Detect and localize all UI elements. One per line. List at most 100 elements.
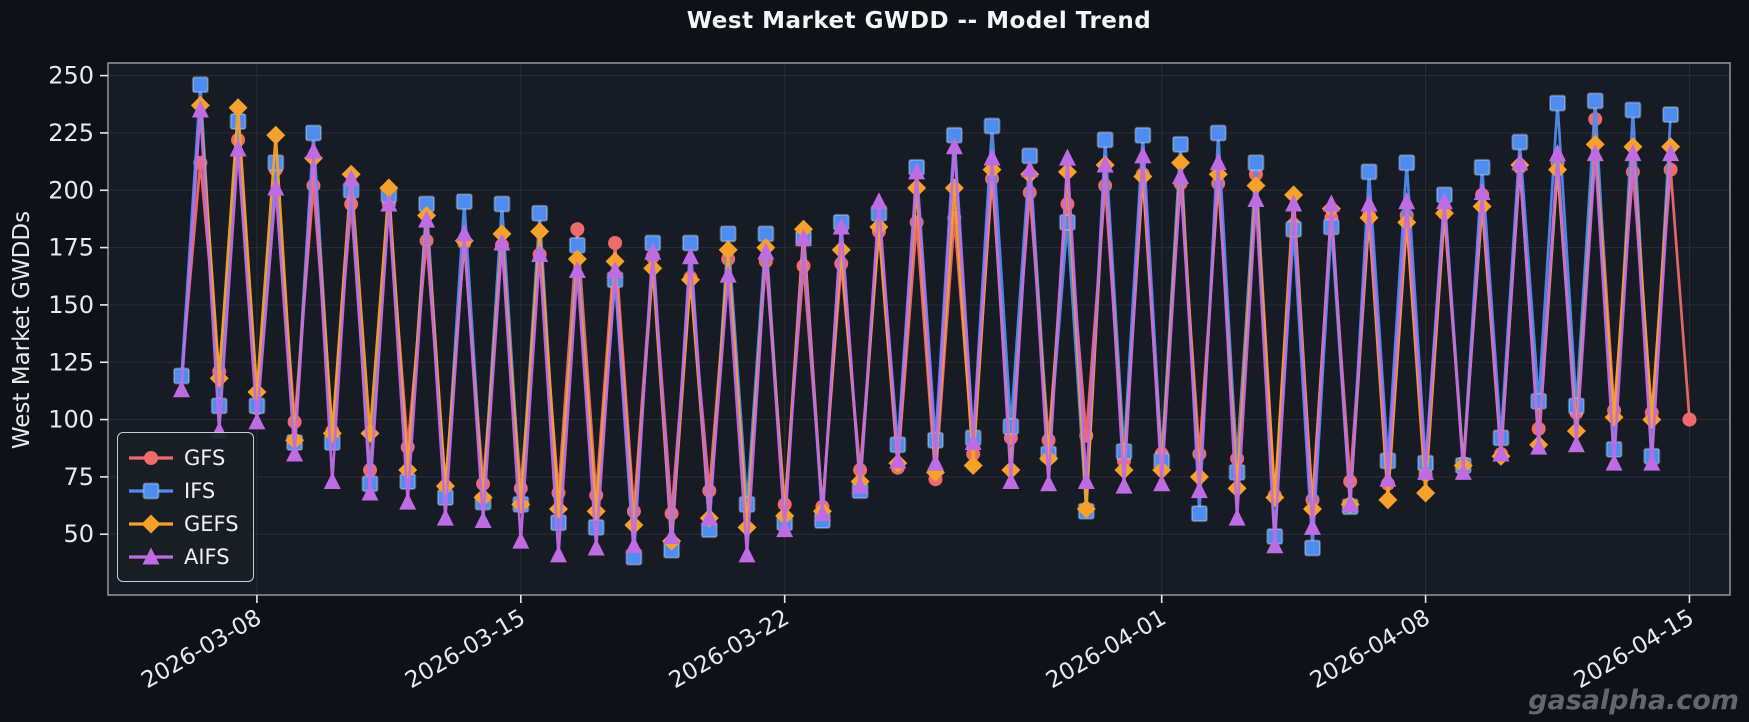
x-tick-label: 2026-04-08 [1306, 605, 1435, 694]
data-point-diamond [680, 270, 700, 290]
data-point-triangle [870, 192, 888, 210]
data-point-square [1624, 101, 1642, 119]
data-point-square [1530, 392, 1548, 410]
data-point-triangle [191, 100, 209, 118]
data-point-diamond [247, 382, 267, 402]
data-point-triangle [1021, 160, 1039, 178]
data-point-triangle [286, 444, 304, 462]
series-line [180, 108, 1672, 557]
data-point-square [304, 124, 322, 142]
data-point-square [1662, 106, 1680, 124]
legend-marker-diamond-icon [129, 514, 173, 533]
x-tick-label: 2026-03-22 [665, 605, 794, 694]
data-point-triangle [1417, 462, 1435, 480]
y-tick-label: 150 [48, 291, 94, 319]
data-point-triangle [1040, 474, 1058, 492]
data-point-square [531, 204, 549, 222]
data-point-triangle [1115, 476, 1133, 494]
legend-item-gefs: GEFS [128, 507, 239, 540]
watermark: gasalpha.com [1528, 685, 1739, 716]
x-tick-label: 2026-04-01 [1042, 605, 1171, 694]
data-point-diamond [1076, 499, 1096, 519]
data-point-triangle [173, 380, 191, 398]
data-point-circle [702, 483, 717, 498]
data-point-diamond [379, 178, 399, 198]
data-point-diamond [1397, 212, 1417, 232]
data-point-diamond [869, 217, 889, 237]
legend-marker-square-icon [129, 482, 173, 499]
y-tick-label: 250 [48, 62, 94, 90]
data-point-diamond [266, 125, 286, 145]
data-point-square [983, 117, 1001, 135]
data-point-triangle [512, 531, 530, 549]
data-point-diamond [963, 455, 983, 475]
axes-background [108, 63, 1730, 595]
data-point-triangle [776, 520, 794, 538]
data-point-triangle [323, 471, 341, 489]
data-point-diamond [141, 514, 161, 533]
data-point-square [1360, 163, 1378, 181]
data-point-triangle [1586, 144, 1604, 162]
data-point-triangle [474, 510, 492, 528]
data-point-triangle [304, 141, 322, 159]
data-point-square [455, 193, 473, 211]
data-point-square [1209, 124, 1227, 142]
data-point-triangle [1511, 153, 1529, 171]
data-point-diamond [1227, 478, 1247, 498]
data-point-diamond [435, 476, 455, 496]
data-point-square [1172, 135, 1190, 153]
chart-title: West Market GWDD -- Model Trend [686, 8, 1152, 34]
data-point-diamond [228, 98, 248, 118]
data-point-circle [570, 222, 585, 237]
data-point-triangle [681, 247, 699, 265]
data-point-triangle [1454, 462, 1472, 480]
data-point-square [142, 482, 160, 499]
data-point-triangle [1058, 148, 1076, 166]
data-point-circle [1682, 412, 1697, 427]
data-point-diamond [530, 222, 550, 242]
data-point-triangle [644, 242, 662, 260]
data-point-diamond [1416, 483, 1436, 503]
data-point-triangle [436, 508, 454, 526]
data-point-triangle [1567, 435, 1585, 453]
data-point-triangle [493, 233, 511, 251]
y-tick-label: 50 [63, 520, 94, 548]
data-point-triangle [606, 261, 624, 279]
data-point-triangle [1285, 194, 1303, 212]
data-point-square [1190, 505, 1208, 523]
data-point-square [1247, 154, 1265, 172]
data-point-circle [144, 450, 158, 465]
data-point-triangle [380, 194, 398, 212]
data-point-diamond [944, 178, 964, 198]
data-point-triangle [1303, 517, 1321, 535]
data-point-triangle [1096, 155, 1114, 173]
data-point-triangle [1605, 453, 1623, 471]
data-point-triangle [1549, 144, 1567, 162]
data-point-circle [796, 258, 811, 273]
data-point-circle [306, 178, 321, 193]
data-point-square [1398, 154, 1416, 172]
data-point-square [493, 195, 511, 213]
data-point-diamond [1604, 407, 1624, 427]
data-point-triangle [1134, 146, 1152, 164]
axes-spine [107, 62, 1731, 596]
data-point-square [1586, 92, 1604, 110]
data-point-triangle [1266, 536, 1284, 554]
legend-item-ifs: IFS [128, 474, 239, 507]
data-point-triangle [983, 148, 1001, 166]
data-point-triangle [926, 453, 944, 471]
data-point-diamond [473, 488, 493, 508]
data-point-circle [1343, 474, 1358, 489]
data-point-diamond [1265, 488, 1285, 508]
y-tick-label: 175 [48, 234, 94, 262]
data-point-triangle [889, 451, 907, 469]
data-point-triangle [267, 178, 285, 196]
data-point-triangle [568, 261, 586, 279]
data-point-diamond [322, 423, 342, 443]
data-point-triangle [1624, 144, 1642, 162]
data-point-square [191, 76, 209, 94]
data-point-triangle [248, 412, 266, 430]
data-point-triangle [1643, 453, 1661, 471]
